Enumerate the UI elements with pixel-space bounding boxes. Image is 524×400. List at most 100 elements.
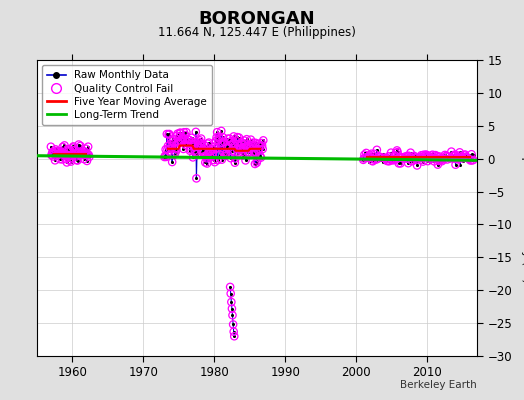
Point <box>226 290 235 297</box>
Point <box>435 158 443 164</box>
Point <box>59 150 68 156</box>
Point <box>59 144 67 150</box>
Point <box>428 152 436 158</box>
Point <box>399 152 407 159</box>
Point <box>452 156 460 162</box>
Point <box>451 162 460 168</box>
Point <box>443 156 452 163</box>
Point <box>424 153 432 160</box>
Point <box>467 151 476 158</box>
Point <box>201 153 209 159</box>
Point <box>179 146 188 152</box>
Point <box>415 153 423 160</box>
Point <box>63 159 71 166</box>
Point <box>373 147 381 153</box>
Point <box>200 142 209 148</box>
Point <box>256 142 264 149</box>
Point <box>458 154 466 160</box>
Point <box>466 157 475 164</box>
Point <box>230 328 238 335</box>
Point <box>210 144 219 150</box>
Point <box>72 148 80 154</box>
Point <box>427 156 435 162</box>
Point <box>77 143 85 149</box>
Point <box>217 128 225 134</box>
Point <box>367 150 376 157</box>
Point <box>387 157 396 163</box>
Point <box>458 155 467 162</box>
Point <box>233 134 242 140</box>
Point <box>249 140 257 146</box>
Point <box>70 147 79 153</box>
Point <box>202 143 210 149</box>
Point <box>225 136 234 142</box>
Point <box>180 129 188 136</box>
Point <box>62 152 70 158</box>
Point <box>74 141 83 148</box>
Point <box>230 328 238 335</box>
Point <box>417 152 425 158</box>
Point <box>442 153 451 159</box>
Point <box>402 154 411 160</box>
Point <box>217 128 225 134</box>
Point <box>408 158 417 164</box>
Point <box>190 144 198 150</box>
Point <box>364 155 372 161</box>
Point <box>71 151 79 157</box>
Point <box>73 157 81 163</box>
Point <box>400 156 408 162</box>
Point <box>196 140 204 146</box>
Point <box>171 145 179 152</box>
Point <box>444 153 452 159</box>
Point <box>190 147 199 154</box>
Point <box>453 157 461 163</box>
Point <box>185 137 193 143</box>
Point <box>372 156 380 163</box>
Point <box>231 155 239 162</box>
Point <box>215 135 224 142</box>
Point <box>380 152 388 158</box>
Point <box>252 140 260 146</box>
Point <box>202 143 210 149</box>
Point <box>431 154 439 161</box>
Point <box>427 152 435 159</box>
Point <box>249 140 257 146</box>
Point <box>226 139 234 145</box>
Point <box>253 160 261 166</box>
Point <box>237 139 246 146</box>
Point <box>55 151 63 158</box>
Point <box>203 140 212 147</box>
Point <box>211 145 220 152</box>
Point <box>226 290 235 297</box>
Point <box>375 153 383 160</box>
Point <box>440 155 448 162</box>
Point <box>174 138 182 144</box>
Point <box>225 145 233 151</box>
Point <box>213 129 221 135</box>
Point <box>454 156 463 162</box>
Point <box>256 153 265 159</box>
Point <box>393 147 401 154</box>
Point <box>225 136 234 142</box>
Point <box>82 146 90 152</box>
Point <box>449 155 457 162</box>
Point <box>377 157 385 164</box>
Point <box>70 147 79 153</box>
Point <box>423 158 432 164</box>
Point <box>187 141 195 148</box>
Point <box>422 151 430 158</box>
Point <box>256 142 264 149</box>
Point <box>258 142 266 149</box>
Point <box>421 153 429 159</box>
Point <box>241 140 249 147</box>
Point <box>79 152 88 158</box>
Point <box>232 137 240 144</box>
Point <box>78 149 86 156</box>
Point <box>464 154 473 160</box>
Point <box>72 153 81 160</box>
Point <box>84 152 93 158</box>
Point <box>427 156 435 162</box>
Point <box>430 158 439 164</box>
Point <box>212 134 221 141</box>
Point <box>374 156 382 162</box>
